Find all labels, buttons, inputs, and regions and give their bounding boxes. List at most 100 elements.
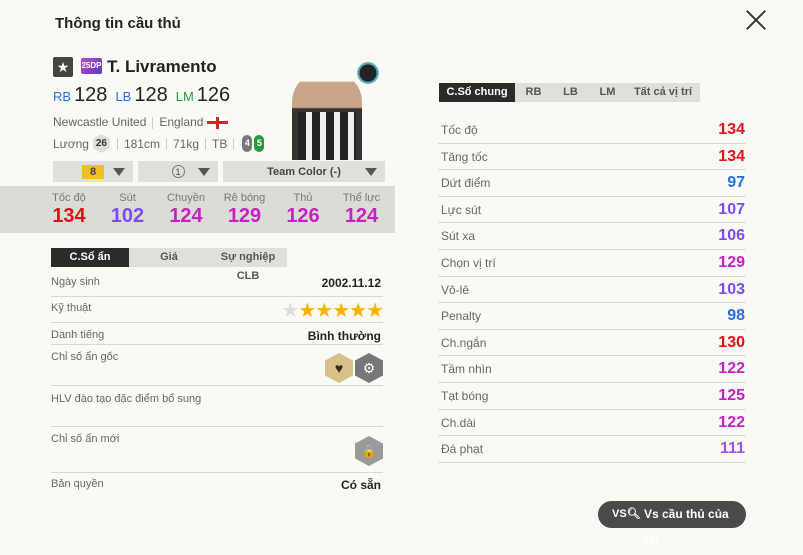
- strong-foot: 5: [254, 135, 265, 152]
- trait-heart-icon[interactable]: ♥: [325, 353, 353, 383]
- stat-label: Chuyền: [167, 192, 205, 204]
- close-icon[interactable]: [744, 8, 768, 32]
- star-icon: ★: [298, 300, 316, 322]
- upgrade-select[interactable]: 8: [53, 161, 133, 182]
- tab-3[interactable]: LM: [599, 86, 616, 98]
- star-icon: ★: [332, 300, 350, 322]
- team-color-select[interactable]: Team Color (-): [223, 161, 385, 182]
- new-traits-row: Chỉ số ẩn mới 🔒: [51, 433, 383, 473]
- stat-label: Penalty: [441, 309, 482, 324]
- stat-value: 102: [110, 205, 145, 227]
- tab-2[interactable]: LB: [563, 86, 578, 98]
- weight: 71kg: [172, 136, 199, 151]
- position-rating: 128: [74, 84, 108, 106]
- birth-row: Ngày sinh 2002.11.12: [51, 276, 383, 297]
- license-label: Bản quyền: [51, 478, 104, 490]
- upgrade-value: 8: [81, 164, 105, 179]
- lock-icon[interactable]: 🔒: [355, 436, 383, 466]
- trait-gear-icon[interactable]: ⚙: [355, 353, 383, 383]
- stat-label: Thể lực: [342, 192, 381, 204]
- stat-label: Chọn vị trí: [441, 256, 496, 270]
- chevron-down-icon: [113, 168, 125, 176]
- tab-0[interactable]: C.Sổ chung: [439, 83, 515, 102]
- stat-row: Ch.ngắn 130: [438, 330, 746, 357]
- position-label: RB: [53, 89, 72, 104]
- chevron-down-icon: [365, 168, 377, 176]
- stat-value: 125: [718, 387, 745, 404]
- stat-label: Tốc độ: [52, 192, 86, 204]
- stat-row: Vô-lê 103: [438, 277, 746, 304]
- coach-label: HLV đào tạo đặc điểm bổ sung: [51, 393, 202, 405]
- compare-label: Vs cầu thủ của tôi: [644, 507, 729, 548]
- stat-value: 130: [718, 333, 745, 351]
- stat-value: 134: [718, 147, 745, 165]
- weak-foot: 4: [242, 135, 253, 152]
- tab-4[interactable]: Tất cả vị trí: [633, 86, 693, 98]
- left-tabs: C.Sổ ẩn Giá Sự nghiệp CLB: [51, 248, 287, 282]
- summary-stat: Sút 102: [103, 192, 153, 228]
- stat-label: Đá phạt: [441, 442, 484, 457]
- star-icon: ★: [349, 300, 367, 322]
- compare-button[interactable]: VS🔍︎ Vs cầu thủ của tôi: [598, 501, 746, 548]
- tab-1[interactable]: RB: [525, 86, 542, 98]
- stat-label: Tầm nhìn: [441, 362, 492, 377]
- reputation-value: Bình thường: [307, 329, 381, 343]
- stat-label: Rê bóng: [223, 192, 266, 204]
- stat-row: Tạt bóng 125: [438, 383, 746, 410]
- skill-stars: ★★★★★★: [281, 298, 384, 323]
- new-traits-label: Chỉ số ẩn mới: [51, 433, 120, 445]
- reputation-row: Danh tiếng Bình thường: [51, 329, 383, 345]
- skill-row: Kỹ thuật ★★★★★★: [51, 300, 384, 323]
- tab-1[interactable]: Giá: [160, 251, 178, 263]
- tab-0[interactable]: C.Sổ ẩn: [51, 248, 129, 267]
- coach-row: HLV đào tạo đặc điểm bổ sung: [51, 393, 383, 427]
- stat-row: Tốc độ 134: [438, 117, 746, 144]
- tab-2[interactable]: Sự nghiệp CLB: [220, 251, 276, 282]
- summary-stat: Tốc độ 134: [44, 192, 94, 228]
- stat-label: Sút xa: [441, 229, 476, 244]
- summary-stats: Tốc độ 134 Sút 102 Chuyền 124 Rê bóng 129 Thủ 126…: [0, 186, 395, 233]
- traits-label: Chỉ số ẩn gốc: [51, 351, 119, 363]
- stat-row: Lực sút 107: [438, 197, 746, 224]
- page-title: Thông tin cầu thủ: [55, 15, 181, 32]
- vs-search-icon: VS🔍︎: [612, 508, 641, 520]
- stat-label: Lực sút: [441, 202, 482, 217]
- stat-row: Tầm nhìn 122: [438, 356, 746, 383]
- height: 181cm: [123, 136, 160, 151]
- star-icon: ★: [366, 300, 384, 322]
- body-type: TB: [212, 136, 228, 151]
- favorite-star-icon[interactable]: ★: [53, 57, 73, 77]
- level-select[interactable]: 1: [138, 161, 218, 182]
- reputation-label: Danh tiếng: [51, 329, 105, 341]
- stat-label: Ch.ngắn: [441, 335, 487, 350]
- traits-row: Chỉ số ẩn gốc ♥ ⚙: [51, 351, 383, 386]
- stat-value: 124: [169, 205, 203, 227]
- salary-label: Lương: [53, 136, 89, 151]
- stat-value: 134: [52, 205, 86, 227]
- stat-label: Tăng tốc: [441, 149, 488, 164]
- stat-label: Sút: [119, 192, 136, 204]
- license-row: Bản quyền Có sẵn: [51, 478, 383, 494]
- stat-value: 124: [344, 205, 379, 227]
- stat-value: 126: [286, 205, 320, 227]
- stat-value: 106: [718, 227, 745, 245]
- stat-row: Tăng tốc 134: [438, 144, 746, 171]
- stat-value: 129: [718, 254, 745, 271]
- summary-stat: Chuyền 124: [161, 192, 211, 228]
- stat-value: 107: [718, 200, 745, 218]
- stat-row: Ch.dài 122: [438, 410, 746, 437]
- stat-row: Đá phạt 111: [438, 436, 746, 463]
- team-color-value: Team Color (-): [267, 165, 341, 178]
- summary-stat: Thủ 126: [278, 192, 328, 228]
- stat-value: 134: [718, 121, 745, 138]
- stat-value: 122: [718, 360, 745, 378]
- skill-label: Kỹ thuật: [51, 302, 92, 314]
- stat-label: Dứt điểm: [441, 176, 491, 191]
- stat-row: Sút xa 106: [438, 223, 746, 250]
- player-name: T. Livramento: [107, 57, 217, 76]
- position-rating: 128: [134, 84, 168, 106]
- stat-value: 97: [727, 174, 745, 192]
- stat-value: 111: [720, 440, 745, 458]
- stat-row: Penalty 98: [438, 303, 746, 330]
- stat-label: Tạt bóng: [441, 389, 489, 403]
